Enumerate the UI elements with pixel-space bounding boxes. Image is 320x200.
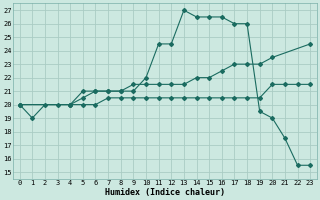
X-axis label: Humidex (Indice chaleur): Humidex (Indice chaleur) bbox=[105, 188, 225, 197]
